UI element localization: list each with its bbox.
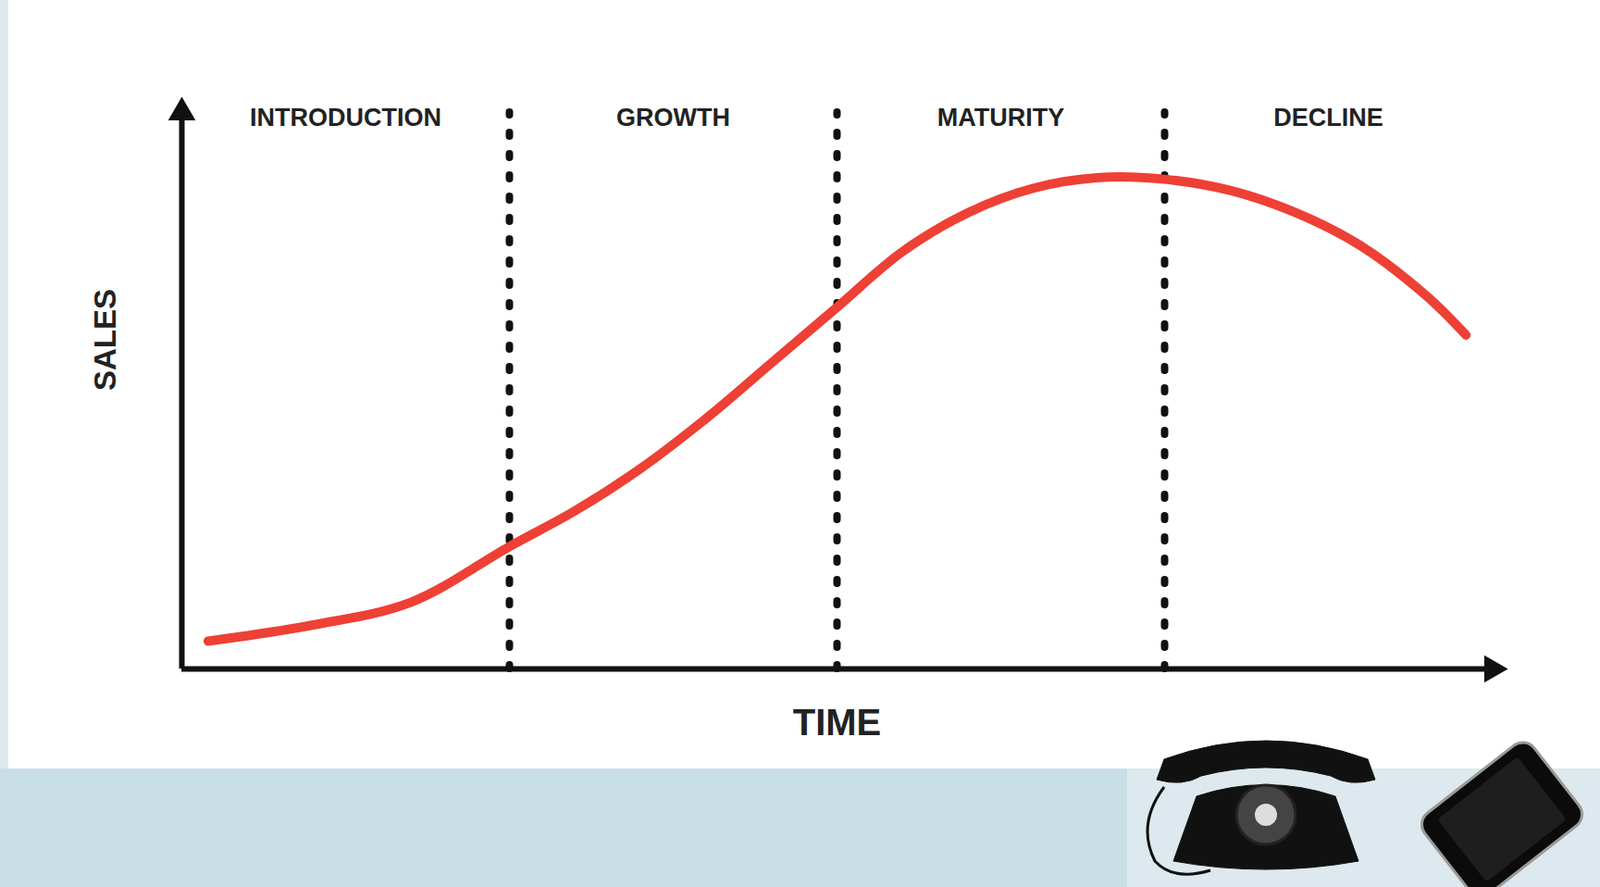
svg-text:INTRODUCTION: INTRODUCTION [249, 103, 442, 132]
svg-text:SALES: SALES [87, 288, 123, 391]
svg-text:DECLINE: DECLINE [1273, 103, 1384, 132]
svg-text:MATURITY: MATURITY [937, 103, 1065, 132]
svg-text:TIME: TIME [793, 701, 882, 743]
svg-text:GROWTH: GROWTH [616, 103, 731, 132]
